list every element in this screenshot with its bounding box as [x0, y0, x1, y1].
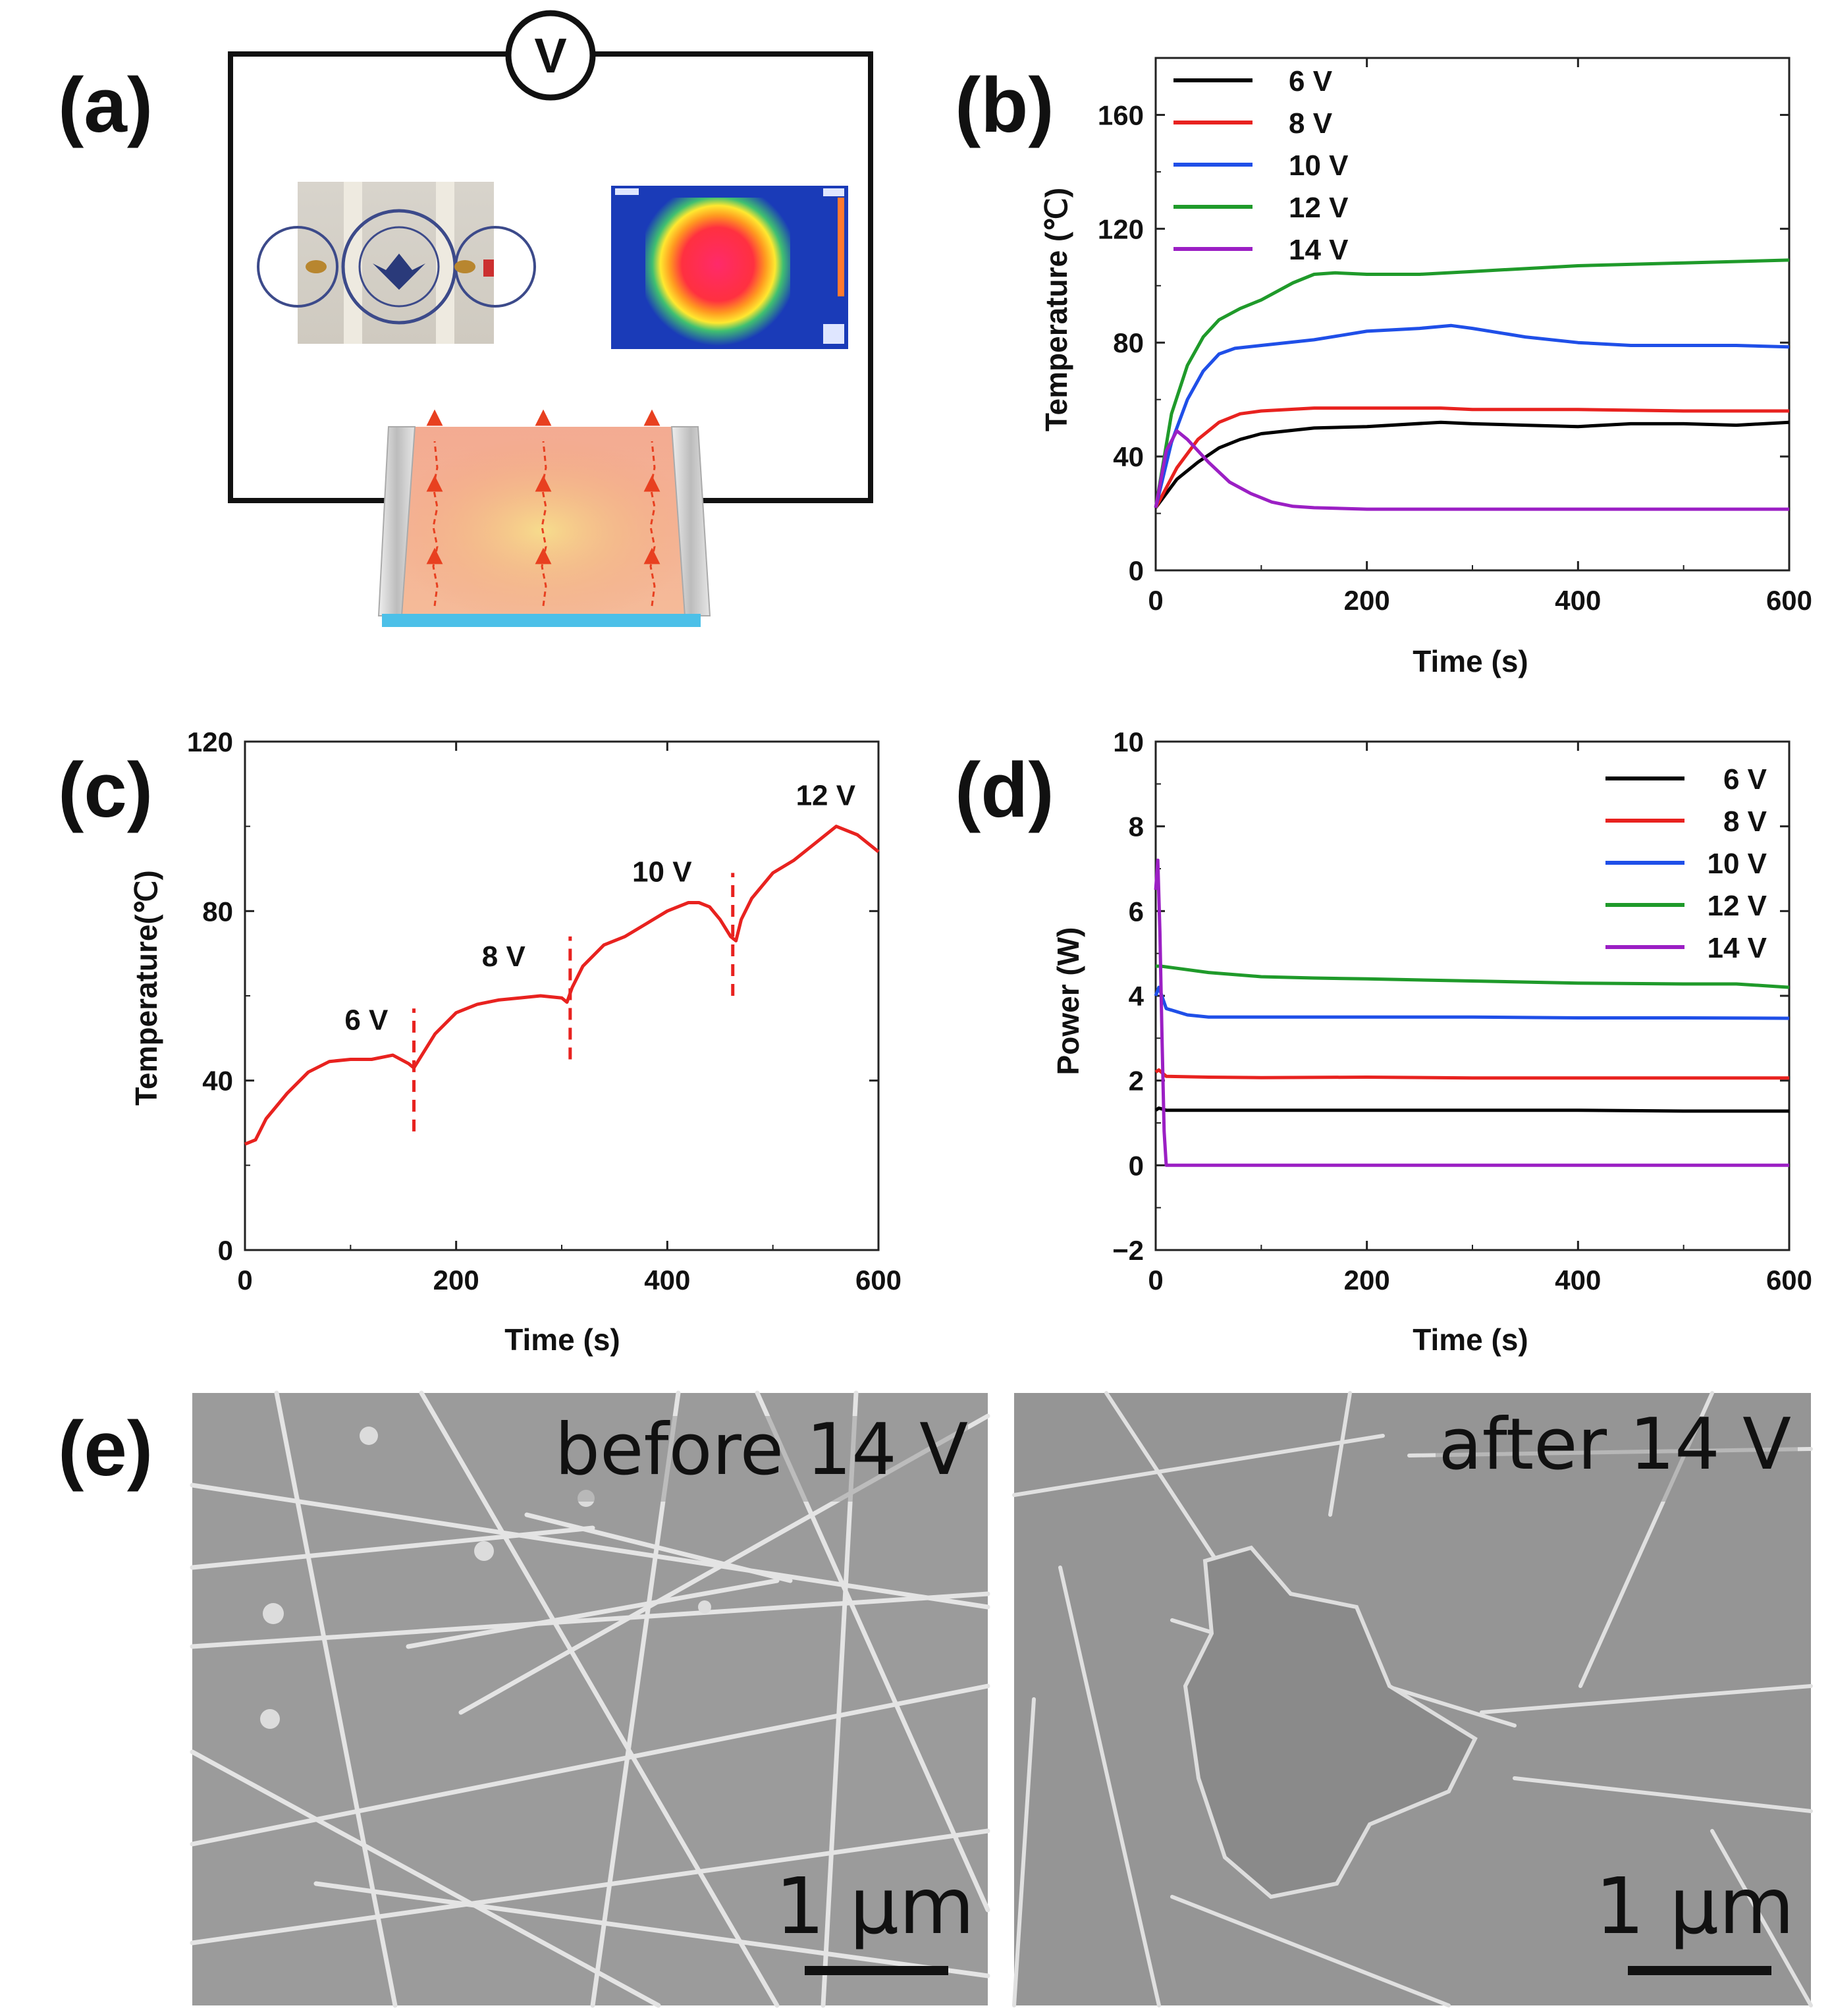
chart-c-ytick-label: 120: [187, 726, 233, 757]
chart-b-xtick-label: 200: [1344, 585, 1390, 616]
chart-d-xtick-label: 600: [1766, 1265, 1812, 1295]
chart-b-legend-label: 8 V: [1289, 107, 1333, 140]
chart-c-annotation: 8 V: [482, 940, 526, 973]
chart-b-legend-label: 14 V: [1289, 234, 1349, 266]
chart-d-legend-label: 6 V: [1723, 763, 1767, 796]
sem-before: before 14 V 1 μm: [190, 1390, 990, 2008]
chart-c-xtick-label: 600: [855, 1265, 902, 1295]
chart-b-ytick-label: 40: [1113, 441, 1144, 472]
device-photo: [257, 182, 536, 344]
chart-d-ylabel: Power (W): [1051, 927, 1085, 1076]
thermal-image: [611, 186, 848, 349]
chart-b-series-6v: [1154, 420, 1790, 509]
chart-c-xtick-label: 400: [644, 1265, 690, 1295]
chart-b: (b) Time (s) Temperature (℃) 0 200 400 600 0…: [955, 57, 1812, 678]
chart-c-ytick-label: 0: [218, 1235, 233, 1266]
sem-before-caption: before 14 V: [554, 1409, 968, 1491]
chart-b-legend-label: 6 V: [1289, 65, 1333, 97]
chart-b-ytick-label: 80: [1113, 327, 1144, 358]
chart-d-xlabel: Time (s): [1413, 1322, 1528, 1357]
chart-b-ylabel: Temperature (℃): [1039, 188, 1073, 431]
chart-d: (d) Time (s) Power (W) 0 200 400 600−202468…: [955, 726, 1812, 1357]
chart-c-ytick-label: 80: [202, 896, 233, 927]
chart-b-ytick-label: 0: [1129, 555, 1144, 586]
chart-b-series-8v: [1154, 406, 1789, 509]
chart-c-xtick-label: 200: [433, 1265, 479, 1295]
chart-c-ylabel: Temperature(℃): [129, 870, 163, 1106]
chart-d-ytick-label: 10: [1113, 726, 1144, 757]
panel-a: (a) V: [58, 10, 873, 627]
chart-c-annotation: 10 V: [632, 856, 692, 888]
chart-b-xlabel: Time (s): [1413, 644, 1528, 678]
chart-d-series-14v: [1154, 858, 1789, 1167]
sem-after-caption: after 14 V: [1439, 1403, 1791, 1486]
chart-d-xtick-label: 400: [1555, 1265, 1601, 1295]
chart-b-legend-label: 12 V: [1289, 192, 1349, 224]
chart-c-ytick-label: 40: [202, 1066, 233, 1097]
sem-before-scale-bar: [805, 1966, 948, 1975]
chart-b-series-12v: [1154, 258, 1790, 508]
chart-d-xtick-label: 200: [1344, 1265, 1390, 1295]
chart-d-ytick-label: 4: [1129, 981, 1145, 1012]
chart-c: (c) Time (s) Temperature(℃) 0 200 400 600 0 4…: [58, 726, 902, 1357]
circuit-wire: [228, 51, 507, 503]
sem-before-scale-label: 1 μm: [775, 1861, 975, 1951]
chart-d-legend-label: 8 V: [1723, 805, 1767, 838]
panel-a-label: (a): [58, 62, 153, 149]
chart-b-xtick-label: 0: [1148, 585, 1163, 616]
sem-after-scale-label: 1 μm: [1595, 1861, 1794, 1951]
chart-d-ytick-label: 6: [1129, 896, 1144, 927]
chart-b-ytick-label: 160: [1098, 99, 1144, 130]
chart-c-annotation: 12 V: [796, 780, 856, 812]
chart-d-ytick-label: 0: [1129, 1150, 1144, 1181]
chart-b-series-14v: [1154, 429, 1789, 511]
voltmeter-icon: V: [505, 10, 596, 101]
panel-b-label: (b): [955, 62, 1054, 149]
chart-d-frame: [1154, 740, 1791, 1251]
chart-b-xtick-label: 600: [1766, 585, 1812, 616]
panel-e-label: (e): [58, 1405, 153, 1492]
chart-d-ytick-label: −2: [1112, 1235, 1144, 1266]
chart-d-series-8v: [1154, 1068, 1789, 1080]
sem-after: after 14 V 1 μm: [1012, 1391, 1813, 2007]
chart-d-legend-label: 14 V: [1707, 932, 1767, 964]
chart-d-series-12v: [1156, 964, 1790, 989]
chart-c-annotation: 6 V: [344, 1004, 389, 1036]
chart-b-legend-label: 10 V: [1289, 150, 1349, 182]
panel-e: (e): [58, 1390, 1813, 2008]
chart-c-xlabel: Time (s): [504, 1322, 620, 1357]
panel-d-label: (d): [955, 747, 1054, 834]
circuit-wire-right: [593, 51, 873, 503]
sem-after-scale-bar: [1628, 1966, 1771, 1975]
chart-d-legend-label: 12 V: [1707, 890, 1767, 922]
chart-c-xtick-label: 0: [237, 1265, 252, 1295]
chart-d-ytick-label: 8: [1129, 811, 1144, 842]
chart-c-series-temperature: [244, 825, 880, 1146]
chart-b-xtick-label: 400: [1555, 585, 1601, 616]
chart-d-legend-label: 10 V: [1707, 848, 1767, 880]
chart-d-series-6v: [1154, 1106, 1789, 1113]
chart-c-frame: [244, 740, 880, 1251]
chart-b-series-10v: [1154, 323, 1790, 508]
chart-d-ytick-label: 2: [1129, 1066, 1144, 1097]
panel-c-label: (c): [58, 747, 153, 834]
chart-d-series-10v: [1154, 985, 1790, 1020]
heater-film: [377, 409, 711, 627]
chart-b-ytick-label: 120: [1098, 213, 1144, 244]
chart-d-xtick-label: 0: [1148, 1265, 1163, 1295]
voltmeter-label: V: [534, 28, 566, 83]
